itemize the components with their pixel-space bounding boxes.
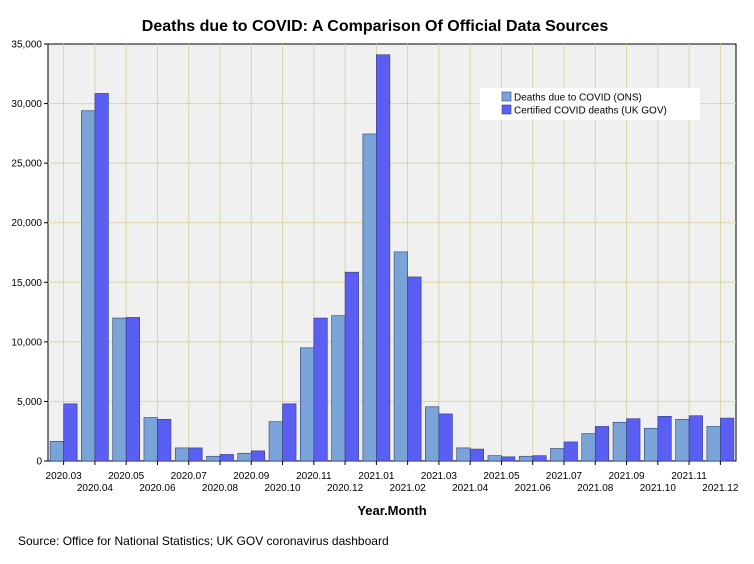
bar-ukgov-2020.11: [313, 317, 328, 462]
source-note: Source: Office for National Statistics; …: [18, 534, 389, 548]
bar-ons-2021.09: [612, 421, 627, 462]
x-tick-label: 2021.12: [702, 483, 739, 494]
legend-swatch: [501, 91, 512, 102]
x-tick-label: 2021.03: [421, 471, 458, 482]
bar-ons-2020.06: [143, 417, 158, 462]
bar-ons-2021.03: [425, 406, 440, 462]
bar-ons-2020.03: [49, 441, 64, 462]
x-tick-label: 2021.06: [515, 483, 552, 494]
bar-ons-2021.10: [644, 427, 659, 462]
bar-ukgov-2020.10: [282, 403, 297, 462]
bar-ukgov-2021.12: [720, 417, 735, 462]
bar-ons-2020.08: [206, 455, 221, 462]
x-tick-label: 2021.04: [452, 483, 489, 494]
y-tick-label: 5,000: [17, 397, 42, 408]
bar-ukgov-2021.01: [376, 54, 391, 462]
x-tick-label: 2021.11: [671, 471, 707, 482]
bar-ukgov-2021.10: [657, 416, 672, 462]
bar-ons-2021.08: [581, 433, 596, 462]
x-tick-label: 2021.05: [483, 471, 520, 482]
bar-ukgov-2020.03: [63, 403, 78, 462]
bar-ons-2020.12: [331, 315, 346, 462]
legend-label: Deaths due to COVID (ONS): [514, 93, 642, 104]
legend: Deaths due to COVID (ONS) Certified COVID…: [480, 88, 700, 120]
bar-ukgov-2020.09: [250, 450, 266, 462]
bar-ons-2020.11: [300, 347, 315, 462]
bar-ons-2021.07: [550, 448, 565, 462]
chart-title: Deaths due to COVID: A Comparison Of Off…: [142, 18, 609, 35]
bar-ons-2020.09: [237, 452, 252, 462]
y-tick-label: 0: [36, 457, 42, 468]
x-tick-label: 2021.10: [640, 483, 677, 494]
legend-label: Certified COVID deaths (UK GOV): [514, 106, 667, 117]
bar-ukgov-2020.08: [219, 454, 234, 462]
x-tick-label: 2020.11: [296, 471, 332, 482]
bar-ukgov-2020.07: [188, 447, 203, 462]
bar-ukgov-2021.09: [626, 418, 641, 462]
bar-ons-2021.06: [518, 455, 534, 462]
x-tick-label: 2020.09: [233, 471, 270, 482]
bars: [49, 54, 735, 462]
bar-ons-2021.12: [706, 426, 721, 462]
bar-ons-2020.07: [174, 447, 190, 462]
bar-ukgov-2021.07: [563, 441, 578, 462]
x-tick-label: 2020.06: [139, 483, 176, 494]
bar-ons-2020.04: [81, 110, 96, 462]
y-tick-label: 30,000: [11, 99, 42, 110]
legend-box: [480, 88, 700, 120]
legend-swatch: [501, 104, 512, 115]
bar-ons-2021.04: [456, 447, 471, 462]
bar-ons-2020.10: [268, 421, 283, 462]
x-tick-label: 2020.07: [171, 471, 208, 482]
x-axis: 2020.032020.042020.052020.062020.072020.…: [46, 461, 739, 494]
bar-ukgov-2021.03: [438, 413, 453, 462]
bar-ukgov-2021.11: [688, 415, 703, 462]
y-tick-label: 35,000: [11, 40, 42, 51]
y-tick-label: 25,000: [11, 159, 42, 170]
x-tick-label: 2020.04: [77, 483, 114, 494]
bar-ons-2021.11: [675, 418, 690, 462]
bar-ukgov-2021.08: [594, 426, 610, 462]
x-tick-label: 2020.08: [202, 483, 239, 494]
y-tick-label: 15,000: [11, 278, 42, 289]
bar-ukgov-2020.04: [94, 93, 109, 462]
bar-ukgov-2020.12: [344, 271, 359, 462]
y-tick-label: 10,000: [11, 337, 42, 348]
y-axis: 0 5,000 10,000 15,000 20,000 25,000 30,000 35,0…: [11, 40, 48, 468]
bar-ukgov-2021.05: [501, 456, 516, 462]
bar-ukgov-2020.05: [125, 317, 140, 462]
bar-ukgov-2021.04: [469, 448, 484, 462]
x-tick-label: 2021.09: [608, 471, 645, 482]
bar-ukgov-2021.06: [532, 455, 547, 462]
y-tick-label: 20,000: [11, 218, 42, 229]
bar-ons-2021.02: [393, 251, 408, 462]
x-tick-label: 2021.08: [577, 483, 614, 494]
bar-ons-2020.05: [112, 317, 127, 462]
x-tick-label: 2020.10: [264, 483, 301, 494]
bar-ons-2021.05: [487, 455, 502, 462]
x-tick-label: 2020.12: [327, 483, 364, 494]
x-tick-label: 2020.03: [46, 471, 83, 482]
x-tick-label: 2021.02: [390, 483, 427, 494]
bar-ons-2021.01: [362, 133, 377, 462]
bar-ukgov-2021.02: [407, 276, 422, 462]
x-tick-label: 2021.07: [546, 471, 583, 482]
x-tick-label: 2020.05: [108, 471, 145, 482]
x-axis-title: Year.Month: [357, 503, 426, 518]
bar-ukgov-2020.06: [157, 418, 172, 462]
x-tick-label: 2021.01: [358, 471, 395, 482]
